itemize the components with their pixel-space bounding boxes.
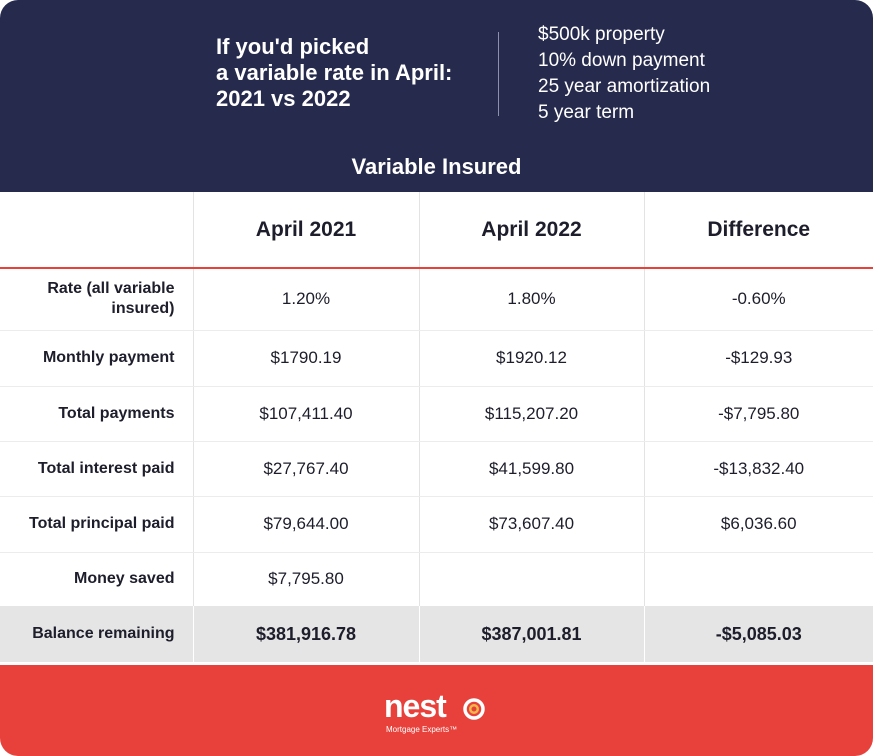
spec-down-payment: 10% down payment [538, 50, 705, 71]
table-header-row: April 2021 April 2022 Difference [0, 192, 873, 269]
mortgage-specs: $500k property 10% down payment 25 year … [538, 22, 710, 126]
row-label-total-payments: Total payments [0, 386, 193, 442]
cell-value [643, 552, 873, 606]
cell-value: $6,036.60 [643, 496, 873, 553]
cell-value: $73,607.40 [418, 496, 644, 553]
cell-value: 1.20% [192, 268, 419, 331]
column-header-april-2022: April 2022 [418, 192, 644, 269]
row-label-monthly-payment: Monthly payment [0, 330, 193, 387]
table-row: Total principal paid $79,644.00 $73,607.… [0, 496, 873, 553]
total-value: $381,916.78 [192, 606, 419, 662]
cell-value: $7,795.80 [192, 552, 419, 606]
headline: If you'd picked a variable rate in April… [216, 34, 496, 112]
cell-value: $79,644.00 [192, 496, 419, 553]
row-label-total-principal: Total principal paid [0, 496, 193, 553]
logo-target-icon [463, 698, 485, 720]
headline-line-3: 2021 vs 2022 [216, 86, 351, 111]
header-divider [498, 32, 499, 116]
cell-value: $107,411.40 [192, 386, 419, 442]
cell-value: $1920.12 [418, 330, 644, 387]
cell-value: -$7,795.80 [643, 386, 873, 442]
cell-value: 1.80% [418, 268, 644, 331]
header-banner: If you'd picked a variable rate in April… [0, 0, 873, 192]
total-value: $387,001.81 [418, 606, 644, 662]
row-label-rate: Rate (all variable insured) [0, 268, 193, 331]
table-row: Rate (all variable insured) 1.20% 1.80% … [0, 268, 873, 331]
table-row: Total payments $107,411.40 $115,207.20 -… [0, 386, 873, 442]
column-header-difference: Difference [643, 192, 873, 269]
cell-value: $115,207.20 [418, 386, 644, 442]
total-row: Balance remaining $381,916.78 $387,001.8… [0, 606, 873, 662]
cell-value: $1790.19 [192, 330, 419, 387]
total-value: -$5,085.03 [643, 606, 873, 662]
table-row: Money saved $7,795.80 [0, 552, 873, 606]
row-label-balance-remaining: Balance remaining [0, 606, 193, 662]
table-row: Total interest paid $27,767.40 $41,599.8… [0, 441, 873, 497]
comparison-table: April 2021 April 2022 Difference Rate (a… [0, 192, 873, 662]
logo-wordmark: nest [384, 688, 447, 724]
footer-banner: nest Mortgage Experts™ [0, 665, 873, 756]
spec-amortization: 25 year amortization [538, 76, 711, 97]
table-row: Monthly payment $1790.19 $1920.12 -$129.… [0, 330, 873, 387]
table-subtitle: Variable Insured [351, 154, 522, 179]
headline-line-1: If you'd picked [216, 34, 370, 59]
headline-line-2: a variable rate in April: [216, 60, 453, 85]
logo-tagline: Mortgage Experts™ [386, 725, 458, 734]
cell-value [418, 552, 644, 606]
cell-value: $27,767.40 [192, 441, 419, 497]
cell-value: -$129.93 [643, 330, 873, 387]
cell-value: $41,599.80 [418, 441, 644, 497]
nesto-logo: nest Mortgage Experts™ [384, 689, 494, 739]
row-label-total-interest: Total interest paid [0, 441, 193, 497]
spec-term: 5 year term [538, 102, 635, 123]
column-header-april-2021: April 2021 [192, 192, 419, 269]
spec-property: $500k property [538, 24, 665, 45]
cell-value: -$13,832.40 [643, 441, 873, 497]
cell-value: -0.60% [643, 268, 873, 331]
row-label-money-saved: Money saved [74, 570, 175, 588]
header-corner-cell [0, 192, 193, 269]
